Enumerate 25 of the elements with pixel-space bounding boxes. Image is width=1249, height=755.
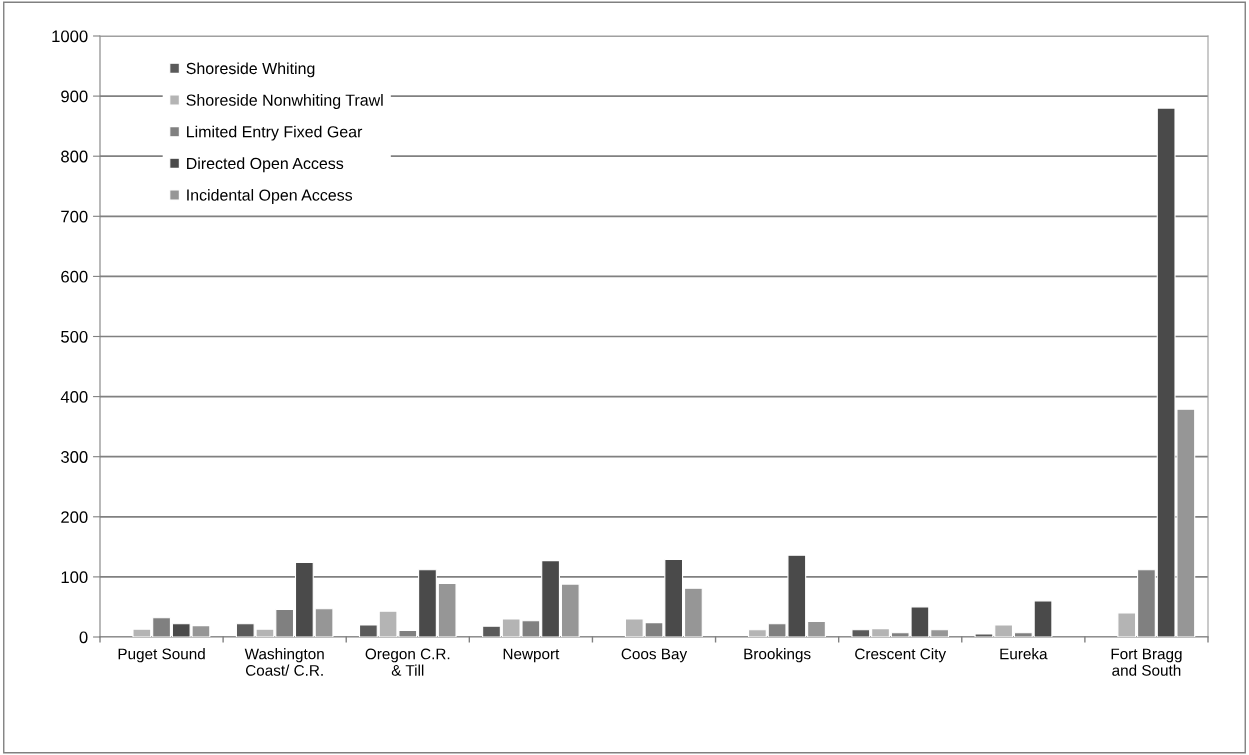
x-tick-label: Oregon C.R. & Till <box>365 648 450 676</box>
legend-label: Shoreside Nonwhiting Trawl <box>186 94 383 109</box>
y-tick-label: 600 <box>61 270 88 283</box>
legend-label: Incidental Open Access <box>187 189 353 204</box>
x-tick-label: Fort Bragg and South <box>1111 648 1182 676</box>
y-tick-label: 100 <box>61 571 88 584</box>
x-tick-label: Coos Bay <box>621 648 688 663</box>
y-tick-label: 200 <box>61 511 88 523</box>
x-tick-label: Washington Coast/ C.R. <box>244 648 324 676</box>
x-tick-label: Newport <box>503 648 560 663</box>
y-tick-label: 300 <box>61 451 88 463</box>
x-tick-label: Puget Sound <box>118 648 205 663</box>
y-tick-label: 0 <box>79 631 88 644</box>
y-tick-label: 500 <box>61 330 88 343</box>
y-tick-label: 1000 <box>52 30 88 43</box>
x-tick-label: Crescent City <box>855 648 947 663</box>
y-tick-label: 800 <box>61 150 88 163</box>
x-tick-label: Eureka <box>1000 648 1048 660</box>
legend-label: Shoreside Whiting <box>186 62 315 78</box>
x-tick-label: Brookings <box>744 648 811 663</box>
legend-label: Limited Entry Fixed Gear <box>187 125 363 141</box>
y-tick-label: 400 <box>60 391 88 403</box>
legend-label: Directed Open Access <box>187 157 344 173</box>
y-tick-label: 700 <box>61 210 88 223</box>
y-tick-label: 900 <box>61 90 88 103</box>
